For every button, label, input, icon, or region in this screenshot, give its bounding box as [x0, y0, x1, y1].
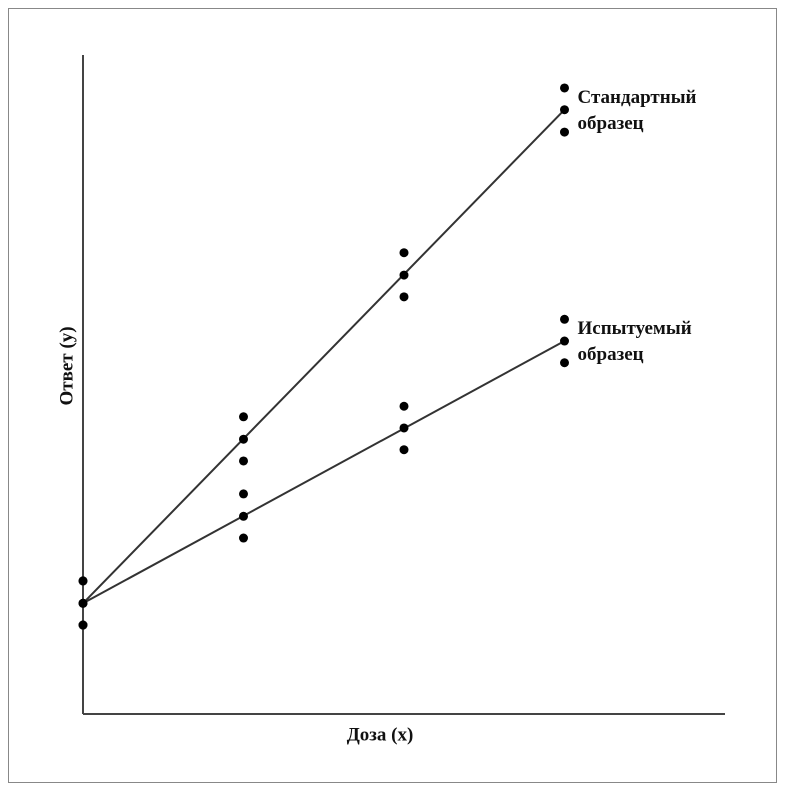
point — [239, 489, 248, 499]
point — [78, 598, 88, 608]
y-axis-label: Ответ (y) — [56, 326, 77, 405]
point — [560, 336, 569, 346]
point — [239, 456, 248, 466]
point — [399, 423, 409, 433]
point — [399, 248, 409, 258]
fit-line — [82, 108, 566, 604]
point — [78, 620, 88, 630]
point — [78, 576, 88, 586]
point — [560, 83, 569, 93]
point — [560, 314, 569, 324]
point — [239, 533, 248, 543]
point — [560, 127, 569, 137]
point — [560, 105, 569, 115]
point — [239, 412, 248, 422]
point — [560, 358, 569, 368]
x-axis-label: Доза (x) — [347, 724, 414, 745]
point — [239, 434, 248, 444]
point — [239, 511, 248, 521]
point — [399, 445, 409, 455]
point — [399, 270, 409, 280]
point — [399, 401, 409, 411]
legend-label: Стандартный образец — [577, 86, 697, 134]
frame — [8, 8, 777, 783]
fit-line — [82, 340, 565, 605]
legend-label: Испытуемый образец — [577, 318, 692, 365]
point — [399, 292, 409, 302]
